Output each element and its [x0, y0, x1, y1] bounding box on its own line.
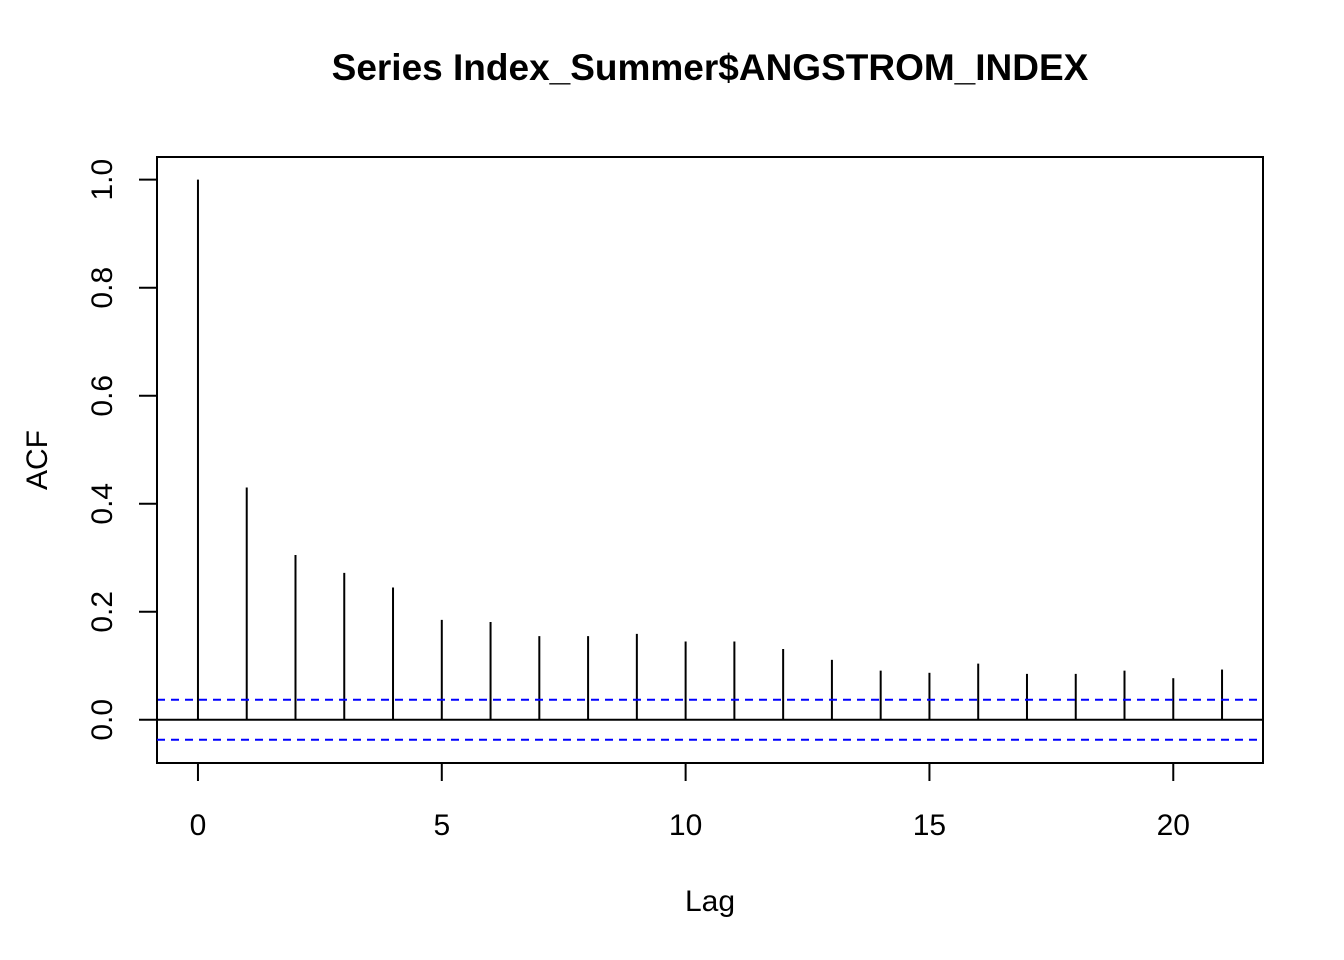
y-tick-label: 0.0 — [86, 699, 119, 741]
y-axis-label: ACF — [21, 430, 54, 490]
y-tick-label: 0.8 — [86, 267, 119, 309]
x-axis-label: Lag — [685, 885, 735, 918]
x-tick-label: 20 — [1157, 809, 1190, 842]
y-tick-label: 1.0 — [86, 159, 119, 201]
x-tick-label: 0 — [190, 809, 207, 842]
plot-frame — [156, 156, 1264, 764]
x-axis: 0 5 10 15 20 — [190, 762, 1190, 842]
bars-layer — [196, 179, 1224, 720]
chart-title: Series Index_Summer$ANGSTROM_INDEX — [332, 47, 1089, 88]
x-tick-label: 5 — [433, 809, 450, 842]
x-tick-label: 10 — [669, 809, 702, 842]
x-tick-label: 15 — [913, 809, 946, 842]
reference-lines — [157, 698, 1263, 741]
y-tick-label: 0.4 — [86, 483, 119, 525]
y-tick-label: 0.6 — [86, 375, 119, 417]
y-axis: 0.0 0.2 0.4 0.6 0.8 1.0 — [86, 159, 158, 741]
y-tick-label: 0.2 — [86, 591, 119, 633]
